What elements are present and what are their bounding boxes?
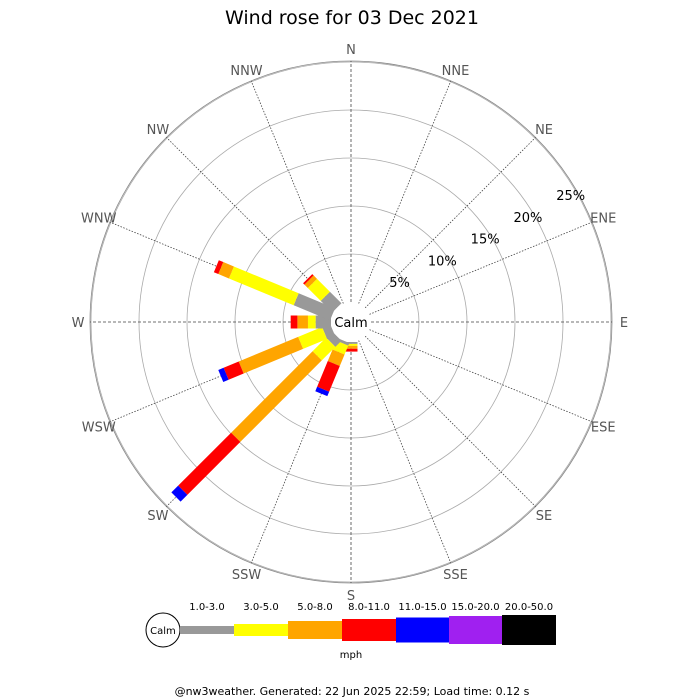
percent-label: 15% bbox=[471, 233, 500, 248]
direction-label-ese: ESE bbox=[591, 420, 616, 435]
spoke-ese bbox=[369, 329, 593, 423]
legend-unit-label: mph bbox=[340, 650, 362, 661]
calm-label: Calm bbox=[334, 316, 367, 331]
bar-sw-bin-1 bbox=[312, 337, 336, 361]
wind-bars bbox=[171, 260, 358, 502]
legend-bin-label: 1.0-3.0 bbox=[189, 602, 224, 613]
bar-ssw-bin-0 bbox=[336, 337, 350, 346]
bar-wsw-bin-3 bbox=[223, 361, 244, 380]
bar-ssw-bin-2 bbox=[327, 349, 345, 367]
spoke-se bbox=[364, 335, 536, 507]
direction-label-nnw: NNW bbox=[230, 64, 262, 79]
bar-sw-bin-4 bbox=[171, 485, 188, 502]
bar-nw-bin-2 bbox=[304, 275, 318, 289]
legend-swatch-3.0-5.0 bbox=[234, 624, 288, 636]
direction-label-wnw: WNW bbox=[81, 212, 117, 227]
direction-label-sw: SW bbox=[147, 509, 168, 524]
legend-swatch-11.0-15.0 bbox=[396, 617, 449, 643]
bar-wsw-bin-1 bbox=[298, 326, 328, 349]
legend: Calm 1.0-3.0 3.0-5.0 5.0-8.0 8.0-11.0 11.0-15… bbox=[145, 602, 556, 661]
bar-nw-bin-1 bbox=[307, 278, 330, 301]
bar-wsw-bin-0 bbox=[322, 323, 336, 339]
legend-bin-label: 8.0-11.0 bbox=[348, 602, 390, 613]
spoke-ne bbox=[364, 137, 536, 309]
bar-wsw-bin-2 bbox=[238, 336, 304, 374]
calm-circle bbox=[331, 302, 371, 342]
bar-nw-bin-3 bbox=[303, 274, 314, 285]
legend-bin-label: 5.0-8.0 bbox=[297, 602, 332, 613]
bar-nw-bin-0 bbox=[320, 291, 342, 313]
grid-circle bbox=[186, 157, 516, 487]
bar-wsw-bin-4 bbox=[218, 367, 229, 382]
bar-ssw-bin-3 bbox=[317, 361, 340, 392]
calm-center: Calm bbox=[331, 302, 371, 342]
direction-label-ne: NE bbox=[535, 123, 553, 138]
legend-swatch-1.0-3.0 bbox=[180, 626, 234, 634]
bar-ssw-bin-4 bbox=[315, 386, 330, 397]
spoke-sse bbox=[358, 340, 452, 564]
percent-label: 20% bbox=[513, 211, 542, 226]
direction-labels: N NNE NE ENE E ESE SE SSE S SSW SW WSW W WNW NW NNW bbox=[72, 43, 629, 604]
legend-bin-label: 15.0-20.0 bbox=[451, 602, 499, 613]
legend-bin-label: 20.0-50.0 bbox=[505, 602, 553, 613]
bar-sw-bin-3 bbox=[178, 432, 241, 495]
bar-wnw-bin-3 bbox=[213, 260, 224, 275]
spoke-nnw bbox=[250, 80, 344, 304]
spoke-ene bbox=[369, 221, 593, 315]
percent-label: 5% bbox=[389, 276, 410, 291]
bar-ssw-bin-1 bbox=[332, 340, 349, 355]
spoke-nne bbox=[358, 80, 452, 304]
legend-swatch-8.0-11.0 bbox=[342, 619, 396, 641]
direction-label-nne: NNE bbox=[442, 64, 470, 79]
legend-bin-label: 11.0-15.0 bbox=[398, 602, 446, 613]
direction-label-e: E bbox=[620, 316, 628, 331]
percent-labels: 5% 10% 15% 20% 25% bbox=[389, 189, 585, 291]
bar-sw-bin-2 bbox=[231, 351, 322, 442]
radial-grid bbox=[89, 60, 613, 584]
direction-label-ene: ENE bbox=[590, 212, 616, 227]
direction-label-n: N bbox=[346, 43, 356, 58]
direction-label-nw: NW bbox=[147, 123, 170, 138]
direction-label-w: W bbox=[72, 316, 85, 331]
chart-title: Wind rose for 03 Dec 2021 bbox=[225, 7, 479, 29]
direction-label-s: S bbox=[347, 589, 355, 604]
legend-calm-label: Calm bbox=[150, 626, 176, 637]
legend-bin-label: 3.0-5.0 bbox=[243, 602, 278, 613]
percent-label: 10% bbox=[428, 254, 457, 269]
percent-label: 25% bbox=[556, 189, 585, 204]
direction-label-sse: SSE bbox=[443, 568, 468, 583]
footer-text: @nw3weather. Generated: 22 Jun 2025 22:5… bbox=[175, 685, 530, 698]
direction-label-se: SE bbox=[536, 509, 552, 524]
bar-wnw-bin-2 bbox=[218, 262, 234, 279]
direction-label-wsw: WSW bbox=[82, 420, 116, 435]
bar-wnw-bin-0 bbox=[293, 293, 336, 321]
legend-swatch-20.0-50.0 bbox=[502, 615, 556, 645]
legend-swatch-5.0-8.0 bbox=[288, 621, 342, 639]
bar-wnw-bin-1 bbox=[228, 266, 299, 306]
bar-sw-bin-0 bbox=[326, 331, 342, 347]
direction-label-ssw: SSW bbox=[232, 568, 262, 583]
legend-swatch-15.0-20.0 bbox=[449, 616, 502, 644]
